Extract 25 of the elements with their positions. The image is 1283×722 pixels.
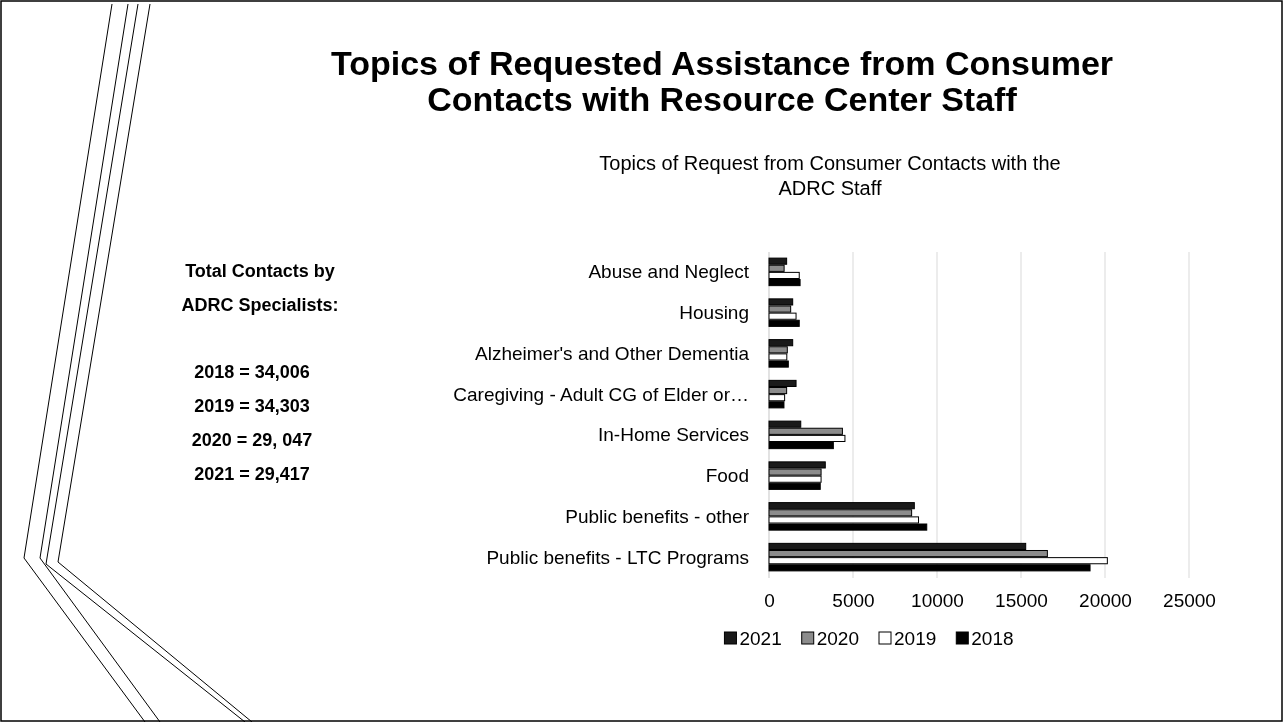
legend-label: 2021 bbox=[739, 628, 782, 649]
y-tick-label: Abuse and Neglect bbox=[588, 261, 750, 283]
text: Total Contacts by ADRC Specialists: bbox=[181, 261, 339, 315]
legend-label: 2020 bbox=[816, 628, 859, 649]
x-tick-label: 15000 bbox=[995, 590, 1048, 612]
text: 2019 = 34,303 bbox=[194, 396, 310, 416]
x-tick-label: 0 bbox=[764, 590, 775, 612]
y-tick-label: Housing bbox=[679, 302, 749, 324]
y-tick-label: Caregiving - Adult CG of Elder or… bbox=[453, 383, 749, 405]
chart-title: Topics of Requested Assistance from Consumer Contacts with Resource Center Staff bbox=[330, 44, 1114, 118]
x-tick-label: 20000 bbox=[1079, 590, 1132, 612]
y-tick-label: Public benefits - LTC Programs bbox=[486, 546, 749, 568]
chart-subtitle: Topics of Request from Consumer Contacts with the ADRC Staff bbox=[599, 152, 1061, 199]
text: 2021 = 29,417 bbox=[194, 464, 310, 484]
y-tick-label: Public benefits - other bbox=[565, 505, 750, 527]
legend-label: 2019 bbox=[894, 628, 937, 649]
y-tick-label: In-Home Services bbox=[598, 424, 749, 446]
x-tick-label: 5000 bbox=[832, 590, 875, 612]
y-tick-label: Food bbox=[705, 465, 749, 487]
text: 2018 = 34,006 bbox=[194, 362, 310, 382]
legend-label: 2018 bbox=[971, 628, 1014, 649]
y-tick-label: Alzheimer's and Other Dementia bbox=[475, 342, 750, 364]
text: 2020 = 29, 047 bbox=[191, 430, 313, 450]
x-tick-label: 10000 bbox=[911, 590, 964, 612]
x-tick-label: 25000 bbox=[1163, 590, 1216, 612]
